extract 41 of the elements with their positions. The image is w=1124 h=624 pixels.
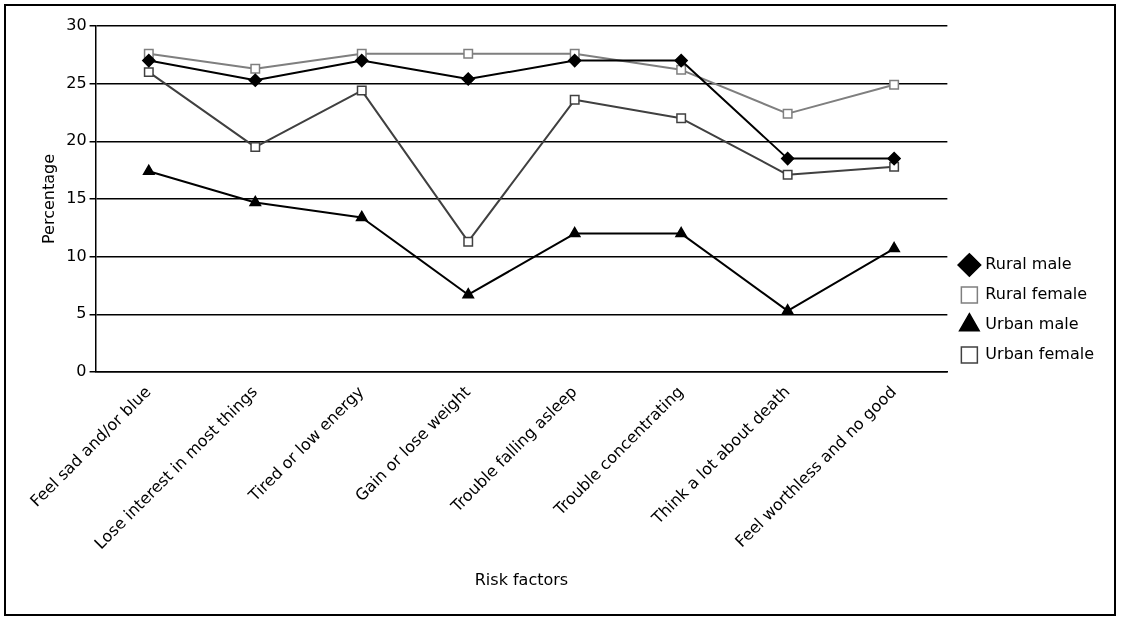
point — [675, 226, 688, 238]
point — [888, 241, 901, 253]
y-tick-label: 30 — [66, 15, 87, 35]
point — [781, 304, 794, 315]
point — [250, 142, 261, 153]
x-axis-title: Risk factors — [474, 569, 569, 589]
y-tick-label: 10 — [66, 245, 87, 265]
point — [461, 72, 475, 86]
legend-label: Rural female — [985, 284, 1087, 304]
point — [463, 48, 474, 59]
point — [674, 53, 688, 68]
point — [782, 169, 793, 180]
point — [143, 67, 154, 78]
point — [355, 53, 369, 68]
point — [142, 53, 156, 68]
point — [676, 64, 687, 75]
legend-label: Urban female — [985, 344, 1095, 364]
point — [142, 164, 155, 176]
point — [249, 195, 262, 207]
y-tick-label: 0 — [76, 361, 87, 381]
point — [250, 63, 261, 74]
point — [780, 151, 795, 166]
legend-label: Urban male — [985, 314, 1079, 334]
point — [887, 151, 901, 166]
y-axis-title: Percentage — [38, 153, 58, 244]
point — [569, 94, 580, 105]
legend-label: Rural male — [985, 254, 1072, 274]
point — [889, 79, 900, 90]
point — [782, 108, 793, 119]
point — [676, 113, 687, 124]
y-tick-label: 20 — [66, 130, 87, 150]
point — [567, 53, 582, 68]
y-tick-label: 5 — [76, 303, 87, 323]
point — [462, 287, 475, 299]
point — [463, 236, 474, 247]
point — [248, 73, 263, 87]
point — [568, 226, 581, 238]
point — [356, 85, 367, 96]
y-tick-label: 25 — [66, 72, 87, 92]
point — [355, 210, 368, 222]
y-tick-label: 15 — [66, 188, 87, 208]
